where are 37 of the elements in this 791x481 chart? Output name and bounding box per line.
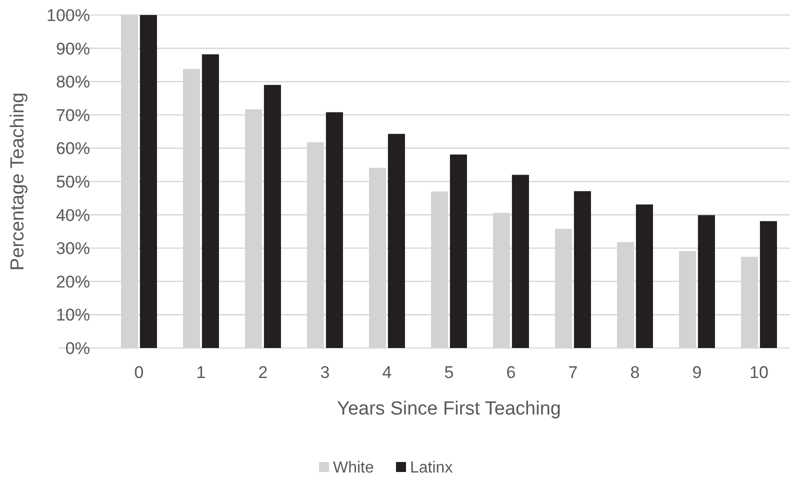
bar bbox=[140, 15, 157, 348]
bar bbox=[698, 215, 715, 348]
x-tick-label: 9 bbox=[692, 362, 702, 382]
bar bbox=[760, 221, 777, 348]
bar bbox=[388, 134, 405, 348]
y-tick-label: 90% bbox=[56, 39, 90, 58]
x-tick-label: 6 bbox=[506, 362, 516, 382]
bar bbox=[326, 112, 343, 348]
y-tick-label: 80% bbox=[56, 72, 90, 92]
bar bbox=[636, 204, 653, 348]
y-tick-label: 40% bbox=[56, 206, 90, 225]
y-tick-label: 0% bbox=[65, 338, 90, 358]
bar bbox=[450, 154, 467, 348]
bar bbox=[264, 84, 281, 348]
legend-label: White bbox=[333, 460, 374, 477]
x-tick-label: 7 bbox=[568, 362, 578, 382]
y-tick-label: 30% bbox=[56, 239, 90, 258]
x-tick-label: 5 bbox=[444, 362, 454, 382]
y-tick-label: 20% bbox=[56, 272, 90, 292]
x-tick-label: 8 bbox=[630, 362, 640, 382]
y-tick-label: 10% bbox=[56, 306, 90, 325]
y-tick-label: 70% bbox=[56, 106, 90, 125]
legend-label: Latinx bbox=[410, 460, 453, 477]
y-tick-label: 100% bbox=[46, 6, 90, 25]
x-axis-title: Years Since First Teaching bbox=[337, 398, 561, 420]
y-axis-title: Percentage Teaching bbox=[8, 92, 29, 271]
x-tick-label: 3 bbox=[320, 362, 330, 382]
y-tick-label: 50% bbox=[56, 172, 90, 192]
bar bbox=[574, 191, 591, 348]
y-tick-label: 60% bbox=[56, 139, 90, 158]
bar bbox=[512, 174, 529, 348]
x-tick-label: 4 bbox=[382, 362, 392, 382]
x-tick-label: 1 bbox=[196, 362, 206, 382]
x-tick-label: 0 bbox=[134, 362, 144, 382]
bar bbox=[202, 54, 219, 348]
x-tick-label: 2 bbox=[258, 362, 268, 382]
x-tick-label: 10 bbox=[750, 362, 768, 382]
